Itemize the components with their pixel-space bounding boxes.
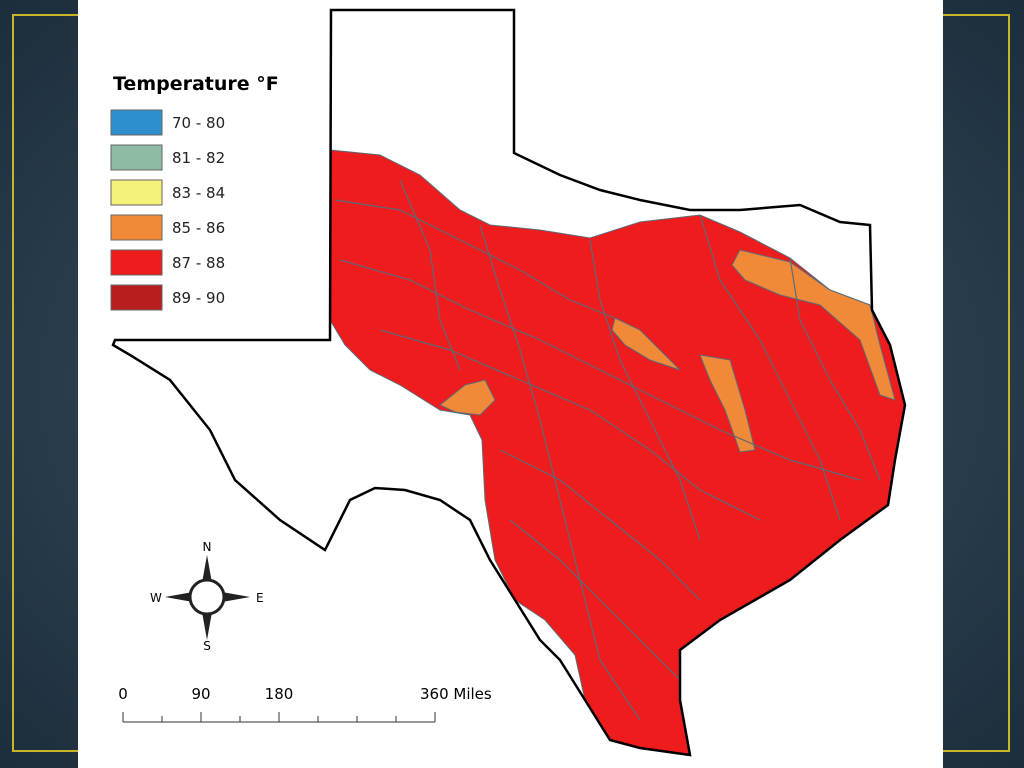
legend-swatch <box>110 249 163 276</box>
compass: N S E W <box>150 540 264 653</box>
scale-label: 180 <box>265 685 294 703</box>
legend-swatch <box>110 214 163 241</box>
watershed-lines <box>334 179 881 721</box>
legend-swatch <box>110 179 163 206</box>
legend-label: 85 - 86 <box>172 219 225 237</box>
scale-label: 90 <box>191 685 210 703</box>
legend-label: 89 - 90 <box>172 289 225 307</box>
legend-label: 81 - 82 <box>172 149 225 167</box>
compass-s: S <box>203 639 211 653</box>
scale-bar <box>122 712 436 723</box>
scale-label: 0 <box>118 685 128 703</box>
compass-e: E <box>256 591 264 605</box>
legend-label: 83 - 84 <box>172 184 225 202</box>
legend-label: 70 - 80 <box>172 114 225 132</box>
legend-swatch <box>110 144 163 171</box>
regions-85-86 <box>439 249 896 453</box>
texas-outline <box>111 8 907 757</box>
compass-n: N <box>203 540 212 554</box>
compass-w: W <box>150 591 162 605</box>
legend-swatch <box>110 284 163 311</box>
legend-swatch <box>110 109 163 136</box>
legend: 70 - 80 81 - 82 83 - 84 85 - 86 87 - 88 89 - … <box>110 109 225 311</box>
scale-label: 360 Miles <box>420 685 492 703</box>
legend-label: 87 - 88 <box>172 254 225 272</box>
legend-title: Temperature °F <box>113 73 279 95</box>
